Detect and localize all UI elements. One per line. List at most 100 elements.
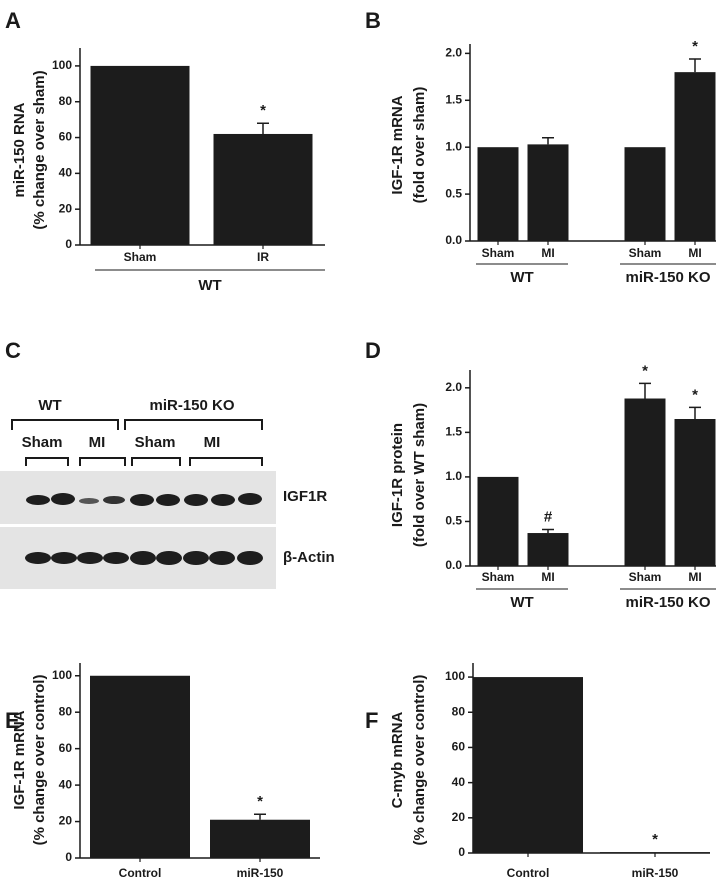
error-bar [542,137,554,145]
bar [210,819,310,858]
y-tick-label: 40 [59,777,73,791]
y-tick-label: 100 [445,669,465,683]
y-tick-label: 100 [52,668,72,682]
significance-marker: * [260,102,266,119]
chart-panel: B IGF-1R mRNA (fold over sham) 0.0 0.5 1.0 1.5… [365,8,716,286]
y-tick-label: 1.5 [445,425,462,439]
error-bar [639,382,651,399]
y-tick-label: 1.0 [445,469,462,483]
group-label: WT [510,269,533,286]
significance-marker: * [692,386,698,403]
blot-condition: Sham [22,434,63,451]
x-tick-label: Control [119,866,162,880]
y-tick-label: 0 [458,845,465,859]
significance-marker: * [652,831,658,848]
bands [25,493,263,565]
y-axis-label: (% change over sham) [31,70,48,229]
group-label: WT [198,277,221,294]
y-tick-label: 60 [452,740,466,754]
y-tick-label: 80 [59,94,73,108]
x-tick-label: MI [541,570,554,584]
y-axis-label: IGF-1R mRNA [389,95,406,194]
x-tick-label: MI [688,570,701,584]
panel-letter: B [365,8,381,33]
blot-condition: MI [204,434,221,451]
bar [527,533,569,566]
y-axis-label: (fold over WT sham) [411,403,428,547]
bar [473,677,583,853]
significance-marker: * [692,38,698,55]
y-axis-label: IGF-1R protein [389,423,406,527]
error-bar [689,58,701,73]
bar [90,65,190,245]
significance-marker: * [642,362,648,379]
error-bar [542,528,554,534]
x-tick-label: miR-150 [237,866,284,880]
panel-letter: A [5,8,21,33]
bar [477,147,519,241]
panel-letter: D [365,338,381,363]
y-tick-label: 0.5 [445,186,462,200]
y-tick-label: 0.0 [445,233,462,247]
y-tick-label: 40 [59,166,73,180]
bar [674,72,716,242]
blot-panel: C WT miR-150 KO Sham MI Sham MI IGF1R β-… [0,338,335,589]
y-tick-label: 100 [52,58,72,72]
error-bar [254,813,266,820]
x-tick-label: Sham [629,246,662,260]
significance-marker: * [257,793,263,810]
y-tick-label: 0.0 [445,558,462,572]
panel-letter: E [5,708,20,733]
blot-group-label: miR-150 KO [149,397,234,414]
group-label: miR-150 KO [625,269,710,286]
blot-row-label: β-Actin [283,549,335,566]
panel-letter: F [365,708,378,733]
y-tick-label: 2.0 [445,380,462,394]
bar [674,419,716,566]
y-tick-label: 20 [59,814,73,828]
y-tick-label: 40 [452,775,466,789]
x-tick-label: IR [257,250,269,264]
y-tick-label: 1.0 [445,139,462,153]
chart-panel: F C-myb mRNA (% change over control) 0 20 40 6… [365,663,710,880]
bracket [11,419,263,430]
x-tick-label: miR-150 [632,866,679,880]
bar [624,147,666,241]
x-tick-label: MI [688,246,701,260]
y-tick-label: 0 [65,850,72,864]
chart-panel: D IGF-1R protein (fold over WT sham) 0.0 0.5… [365,338,716,611]
blot-group-label: WT [38,397,61,414]
group-label: miR-150 KO [625,594,710,611]
y-tick-label: 60 [59,130,73,144]
y-axis-label: (% change over control) [31,675,48,846]
y-tick-label: 80 [452,704,466,718]
y-tick-label: 20 [452,810,466,824]
significance-marker: # [544,508,553,525]
blot-condition: Sham [135,434,176,451]
group-label: WT [510,594,533,611]
x-tick-label: Control [507,866,550,880]
y-axis-label: IGF-1R mRNA [11,710,28,809]
bar [624,398,666,566]
y-tick-label: 2.0 [445,46,462,60]
bar [213,133,313,245]
x-tick-label: Sham [124,250,157,264]
x-tick-label: Sham [629,570,662,584]
y-tick-label: 1.5 [445,92,462,106]
x-tick-label: Sham [482,570,515,584]
panel-letter: C [5,338,21,363]
y-tick-label: 0 [65,237,72,251]
y-axis-label: (% change over control) [411,675,428,846]
y-axis-label: miR-150 RNA [11,102,28,197]
y-tick-label: 60 [59,741,73,755]
y-axis-label: (fold over sham) [411,87,428,204]
bar [527,144,569,241]
bar [600,852,710,853]
bar [477,476,519,566]
y-tick-label: 80 [59,704,73,718]
x-tick-label: MI [541,246,554,260]
bracket [25,457,263,466]
